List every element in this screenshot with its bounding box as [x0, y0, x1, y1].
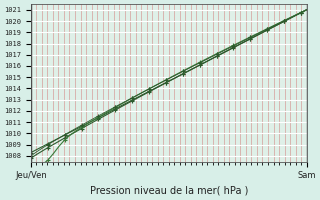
X-axis label: Pression niveau de la mer( hPa ): Pression niveau de la mer( hPa ): [90, 186, 248, 196]
